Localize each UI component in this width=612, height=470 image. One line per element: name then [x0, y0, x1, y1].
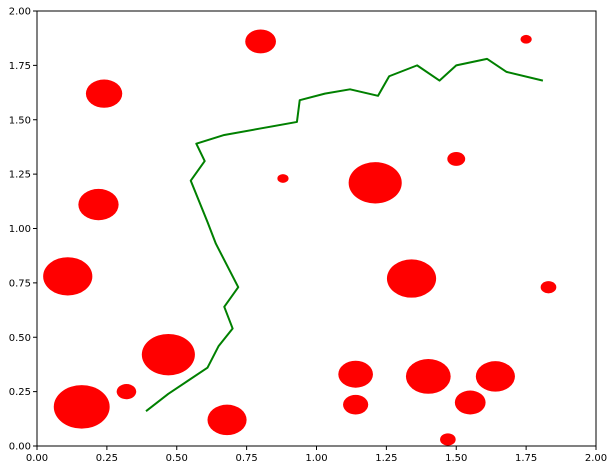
- y-tick-label-0: 0.00: [9, 442, 31, 453]
- y-tick-label-6: 1.50: [9, 115, 31, 126]
- x-tick-label-8: 2.00: [585, 453, 607, 464]
- x-tick-label-6: 1.50: [445, 453, 467, 464]
- circle-marker-3: [43, 257, 93, 296]
- circle-marker-11: [520, 34, 532, 44]
- circle-marker-5: [85, 79, 123, 108]
- circle-marker-16: [405, 359, 451, 394]
- circle-marker-0: [53, 385, 110, 429]
- circle-marker-17: [454, 390, 486, 415]
- x-tick-label-0: 0.00: [26, 453, 48, 464]
- y-tick-label-4: 1.00: [9, 224, 31, 235]
- circle-marker-2: [141, 333, 195, 376]
- x-tick-label-5: 1.25: [375, 453, 397, 464]
- circle-marker-13: [540, 281, 557, 294]
- circle-marker-10: [447, 151, 466, 166]
- y-tick-label-2: 0.50: [9, 333, 31, 344]
- y-tick-label-7: 1.75: [9, 61, 31, 72]
- circle-marker-8: [207, 404, 247, 436]
- circle-marker-14: [338, 360, 373, 388]
- circle-marker-9: [348, 162, 402, 204]
- path-line: [145, 57, 544, 412]
- axis-ticks: 0.00 0.25 0.50 0.75 1.00 1.25 1.50 1.75 2.00 0.00…: [9, 7, 607, 465]
- circle-marker-6: [245, 29, 276, 54]
- y-tick-label-1: 0.25: [9, 387, 31, 398]
- circle-marker-4: [78, 188, 119, 221]
- y-tick-label-3: 0.75: [9, 278, 31, 289]
- y-tick-label-8: 2.00: [9, 7, 31, 18]
- x-tick-label-2: 0.50: [166, 453, 188, 464]
- x-tick-label-4: 1.00: [305, 453, 327, 464]
- circle-marker-12: [386, 259, 437, 298]
- x-tick-label-7: 1.75: [515, 453, 537, 464]
- circle-marker-19: [440, 433, 456, 446]
- y-tick-label-5: 1.25: [9, 170, 31, 181]
- circle-marker-15: [343, 394, 369, 415]
- x-tick-label-3: 0.75: [235, 453, 257, 464]
- circle-marker-18: [475, 361, 515, 392]
- x-tick-label-1: 0.25: [96, 453, 118, 464]
- circle-marker-1: [116, 384, 137, 400]
- circle-marker-7: [277, 174, 289, 183]
